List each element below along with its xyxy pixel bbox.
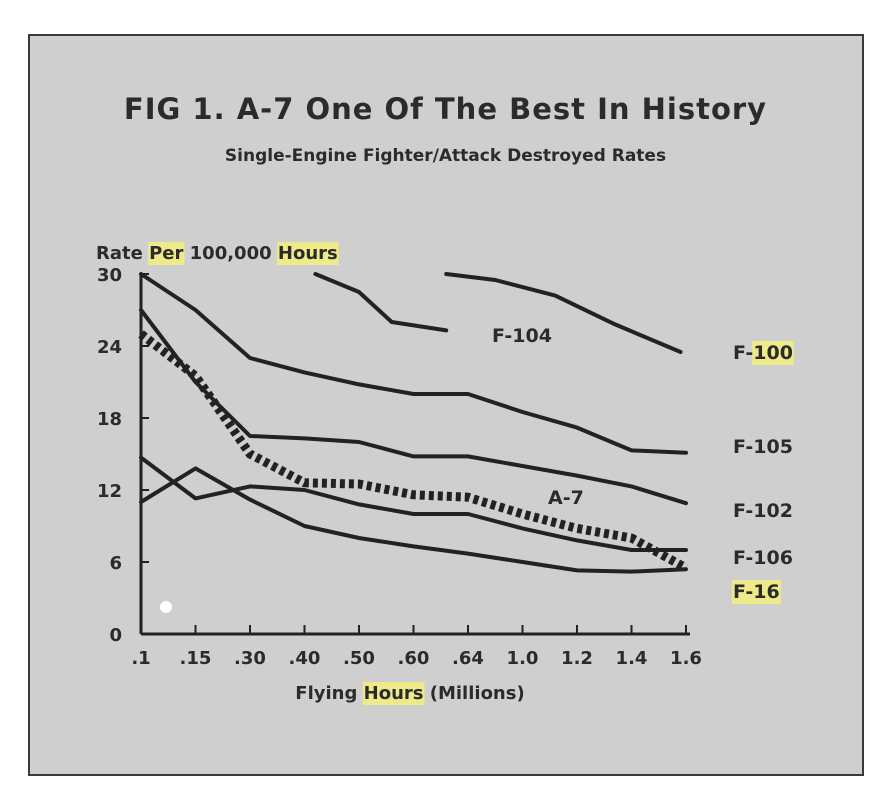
x-axis-label: Flying Hours (Millions) (295, 682, 525, 705)
series-label-a-7: A-7 (548, 487, 584, 509)
series-label-f-104: F-104 (492, 325, 552, 347)
x-tick-label: .40 (289, 648, 321, 669)
x-tick-label: .30 (234, 648, 266, 669)
y-axis-label-part: Rate (96, 243, 149, 264)
series-lines (138, 272, 689, 574)
y-tick-label: 6 (109, 553, 122, 574)
svg-text:Flying Hours (Millions): Flying Hours (Millions) (295, 683, 524, 704)
series-label-f-16: F-16 (732, 580, 781, 604)
y-tick-label: 12 (97, 481, 122, 502)
series-label-f-100-part: F- (733, 342, 753, 364)
svg-text:F-16: F-16 (733, 581, 780, 603)
x-axis-label-part: Hours (364, 683, 424, 704)
x-tick-label: .1 (131, 648, 150, 669)
svg-text:F-104: F-104 (492, 325, 552, 347)
axes: 0 6 12 18 24 30 .1 .15 .30 .40 .50 .60 .64 1.0 1.2 1.4 1… (97, 265, 702, 669)
y-axis-label: Rate Per 100,000 Hours (96, 242, 339, 265)
text-highlight (362, 682, 425, 705)
text-highlight (276, 242, 339, 265)
y-axis-label-part: Per (149, 243, 183, 264)
chart-title: FIG 1. A-7 One Of The Best In History (123, 92, 768, 126)
series-line-f-102 (139, 308, 688, 506)
series-label-f-100: F-100 (733, 341, 794, 365)
x-tick-label: 1.2 (561, 648, 593, 669)
series-line-a-7 (138, 330, 689, 572)
x-axis-label-part: Flying (295, 683, 363, 704)
series-label-f-102-part: F-102 (733, 500, 793, 522)
series-label-f-102: F-102 (733, 500, 793, 522)
svg-text:A-7: A-7 (548, 487, 584, 509)
series-label-a-7-part: A-7 (548, 487, 584, 509)
y-tick-label: 24 (97, 337, 122, 358)
x-tick-label: .60 (398, 648, 430, 669)
y-tick-label: 18 (97, 409, 122, 430)
series-line-f-104 (313, 272, 449, 333)
series-label-f-104-part: F-104 (492, 325, 552, 347)
text-highlight (148, 242, 185, 265)
series-label-f-105-part: F-105 (733, 436, 793, 458)
x-tick-label: .15 (180, 648, 212, 669)
series-line-f-100 (444, 272, 683, 354)
svg-text:Rate Per 100,000 Hours: Rate Per 100,000 Hours (96, 243, 338, 264)
y-axis-label-part: Hours (278, 243, 338, 264)
y-axis-label-part: 100,000 (183, 243, 278, 264)
svg-text:F-100: F-100 (733, 342, 793, 364)
y-tick-label: 0 (109, 625, 122, 646)
series-label-f-106: F-106 (733, 547, 793, 569)
svg-text:F-106: F-106 (733, 547, 793, 569)
x-tick-label: .50 (343, 648, 375, 669)
y-tick-label: 30 (97, 265, 122, 286)
series-label-f-105: F-105 (733, 436, 793, 458)
series-label-f-16-part: F-16 (733, 581, 780, 603)
series-label-f-106-part: F-106 (733, 547, 793, 569)
svg-text:F-105: F-105 (733, 436, 793, 458)
x-tick-label: 1.4 (616, 648, 648, 669)
series-label-f-100-part: 100 (753, 342, 793, 364)
text-highlight (732, 580, 781, 604)
x-tick-label: .64 (452, 648, 484, 669)
x-tick-label: 1.6 (670, 648, 702, 669)
series-line-f-105 (139, 272, 688, 455)
x-tick-label: 1.0 (507, 648, 539, 669)
text-highlight (752, 341, 794, 365)
x-axis-label-part: (Millions) (423, 683, 524, 704)
scan-speck (160, 601, 172, 613)
svg-text:F-102: F-102 (733, 500, 793, 522)
series-line-f-16 (139, 466, 688, 574)
chart-subtitle: Single-Engine Fighter/Attack Destroyed R… (224, 146, 667, 166)
figure-panel (28, 34, 864, 776)
